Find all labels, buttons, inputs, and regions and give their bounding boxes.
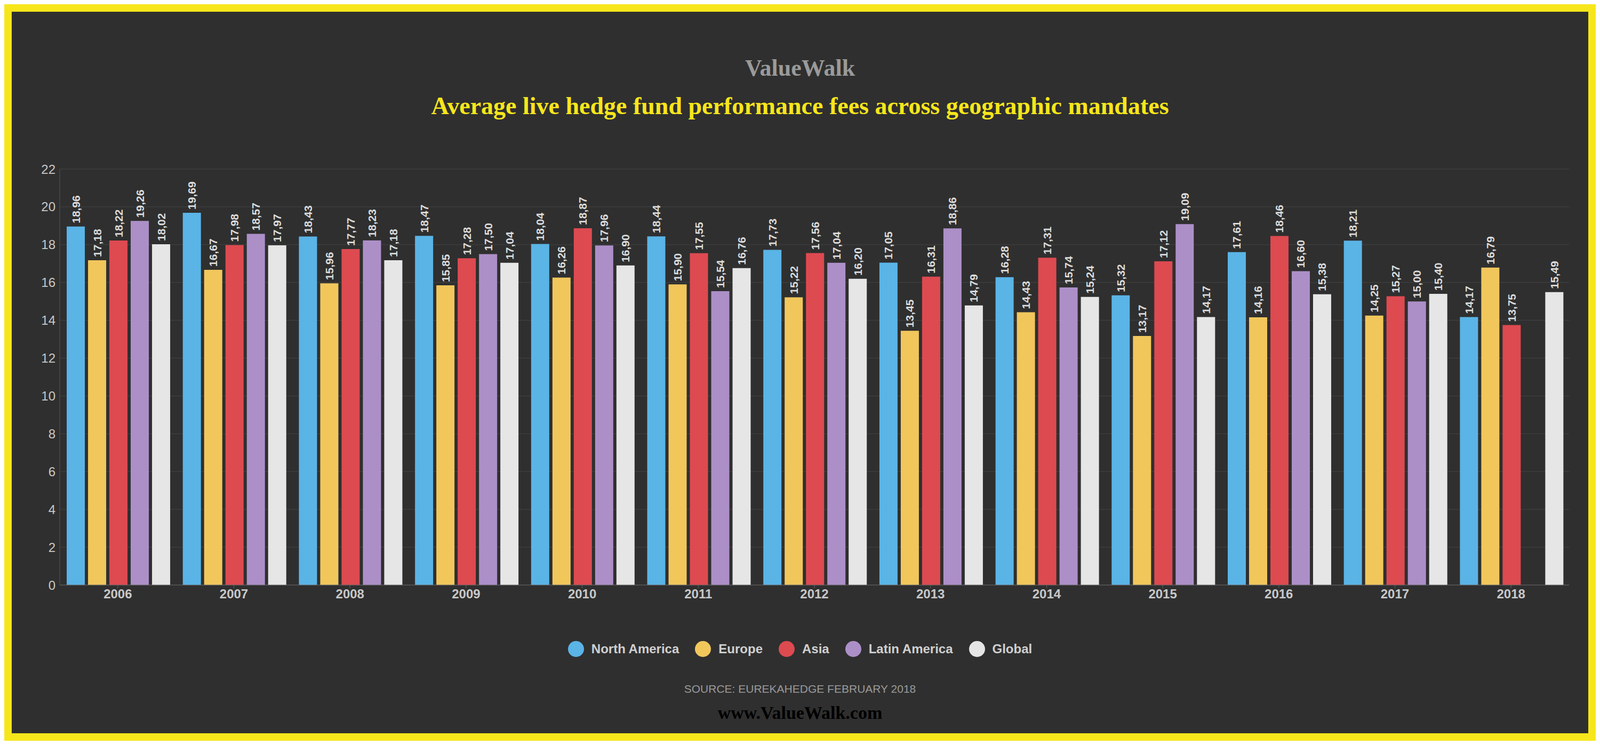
svg-text:18,44: 18,44 <box>650 204 663 234</box>
svg-text:17,61: 17,61 <box>1230 220 1243 250</box>
svg-text:17,31: 17,31 <box>1041 226 1054 255</box>
svg-text:16,76: 16,76 <box>735 236 748 266</box>
svg-text:19,26: 19,26 <box>133 189 147 219</box>
svg-text:13,17: 13,17 <box>1136 305 1149 334</box>
svg-text:17,05: 17,05 <box>882 231 895 260</box>
svg-text:19,69: 19,69 <box>185 181 198 210</box>
svg-text:2013: 2013 <box>916 586 945 602</box>
svg-text:16,20: 16,20 <box>851 247 864 276</box>
svg-text:15,74: 15,74 <box>1062 256 1075 285</box>
svg-text:18,86: 18,86 <box>946 197 959 226</box>
svg-text:16: 16 <box>41 275 56 290</box>
svg-text:17,50: 17,50 <box>482 222 495 252</box>
svg-text:2009: 2009 <box>451 586 480 602</box>
html-text:Average live hedge fund perfor: Average live hedge fund performance fees… <box>431 92 1169 120</box>
svg-text:13,45: 13,45 <box>903 299 916 328</box>
svg-text:14: 14 <box>41 313 56 328</box>
svg-text:15,22: 15,22 <box>787 266 800 295</box>
svg-text:18: 18 <box>41 237 56 252</box>
svg-text:18,02: 18,02 <box>155 213 168 242</box>
svg-text:2014: 2014 <box>1032 586 1062 602</box>
svg-text:15,96: 15,96 <box>323 252 336 281</box>
svg-text:2018: 2018 <box>1496 586 1525 602</box>
svg-text:14,16: 14,16 <box>1251 285 1264 315</box>
svg-text:2006: 2006 <box>103 586 132 602</box>
svg-text:19,09: 19,09 <box>1178 193 1191 222</box>
html-text:North America: North America <box>591 641 680 656</box>
svg-text:2016: 2016 <box>1264 586 1293 602</box>
svg-text:18,22: 18,22 <box>112 209 125 238</box>
svg-text:17,96: 17,96 <box>597 214 611 243</box>
svg-text:15,40: 15,40 <box>1432 262 1445 291</box>
svg-text:22: 22 <box>41 162 56 177</box>
svg-text:2011: 2011 <box>684 586 712 602</box>
svg-text:18,87: 18,87 <box>576 196 589 226</box>
svg-text:6: 6 <box>48 464 56 479</box>
svg-text:14,79: 14,79 <box>967 274 980 303</box>
svg-text:13,75: 13,75 <box>1505 293 1518 323</box>
svg-text:17,56: 17,56 <box>809 221 822 251</box>
svg-text:14,43: 14,43 <box>1019 281 1032 310</box>
svg-text:17,18: 17,18 <box>91 228 104 258</box>
svg-text:12: 12 <box>41 350 56 366</box>
svg-text:4: 4 <box>48 502 56 517</box>
svg-text:15,54: 15,54 <box>714 259 727 288</box>
svg-text:17,04: 17,04 <box>503 231 516 260</box>
svg-text:17,28: 17,28 <box>460 226 474 255</box>
svg-text:2008: 2008 <box>336 586 365 602</box>
svg-text:18,47: 18,47 <box>418 204 431 234</box>
svg-text:16,31: 16,31 <box>924 245 938 274</box>
html-text:Asia: Asia <box>802 641 830 656</box>
svg-text:14,25: 14,25 <box>1368 284 1381 313</box>
svg-text:15,90: 15,90 <box>671 253 684 282</box>
svg-text:17,97: 17,97 <box>270 213 284 243</box>
svg-text:16,28: 16,28 <box>998 245 1011 275</box>
html-text:SOURCE: EUREKAHEDGE FEBRUARY 2: SOURCE: EUREKAHEDGE FEBRUARY 2018 <box>684 682 916 695</box>
svg-text:18,57: 18,57 <box>249 202 262 231</box>
svg-text:10: 10 <box>41 388 56 404</box>
svg-text:15,85: 15,85 <box>439 253 452 283</box>
svg-text:18,21: 18,21 <box>1346 209 1359 238</box>
svg-text:17,18: 17,18 <box>387 228 400 258</box>
svg-text:2010: 2010 <box>568 586 597 602</box>
html-text:ValueWalk: ValueWalk <box>745 54 855 82</box>
svg-text:17,12: 17,12 <box>1157 229 1170 259</box>
svg-text:8: 8 <box>48 426 56 442</box>
svg-text:2: 2 <box>48 540 56 555</box>
html-text:Latin America: Latin America <box>868 641 953 656</box>
html-text:Europe: Europe <box>718 641 763 656</box>
svg-text:18,46: 18,46 <box>1273 204 1286 234</box>
svg-text:16,90: 16,90 <box>619 234 632 263</box>
svg-text:2007: 2007 <box>219 586 248 602</box>
svg-text:17,98: 17,98 <box>228 213 241 243</box>
svg-text:2012: 2012 <box>800 586 829 602</box>
svg-text:15,24: 15,24 <box>1083 265 1096 294</box>
svg-text:15,49: 15,49 <box>1548 260 1561 290</box>
html-text:www.ValueWalk.com: www.ValueWalk.com <box>717 702 883 723</box>
svg-text:15,00: 15,00 <box>1410 270 1423 299</box>
svg-text:16,79: 16,79 <box>1484 236 1497 265</box>
svg-text:15,27: 15,27 <box>1389 265 1402 294</box>
svg-text:16,26: 16,26 <box>555 246 568 275</box>
svg-text:17,55: 17,55 <box>692 221 706 251</box>
svg-text:16,67: 16,67 <box>206 238 220 267</box>
svg-text:14,17: 14,17 <box>1200 285 1213 315</box>
svg-text:18,96: 18,96 <box>69 195 83 224</box>
svg-text:15,38: 15,38 <box>1315 262 1328 292</box>
svg-text:14,17: 14,17 <box>1462 285 1476 315</box>
svg-text:2015: 2015 <box>1148 586 1177 602</box>
svg-text:17,04: 17,04 <box>830 231 843 260</box>
svg-text:17,73: 17,73 <box>766 218 779 247</box>
svg-text:18,43: 18,43 <box>301 205 315 234</box>
svg-text:18,04: 18,04 <box>533 212 547 242</box>
svg-text:15,32: 15,32 <box>1114 264 1127 293</box>
html-text:Global: Global <box>992 641 1033 656</box>
svg-text:18,23: 18,23 <box>365 209 379 238</box>
svg-text:17,77: 17,77 <box>344 217 357 246</box>
svg-text:0: 0 <box>48 578 56 593</box>
svg-text:20: 20 <box>41 199 56 214</box>
svg-text:2017: 2017 <box>1380 586 1410 602</box>
svg-text:16,60: 16,60 <box>1294 240 1307 269</box>
